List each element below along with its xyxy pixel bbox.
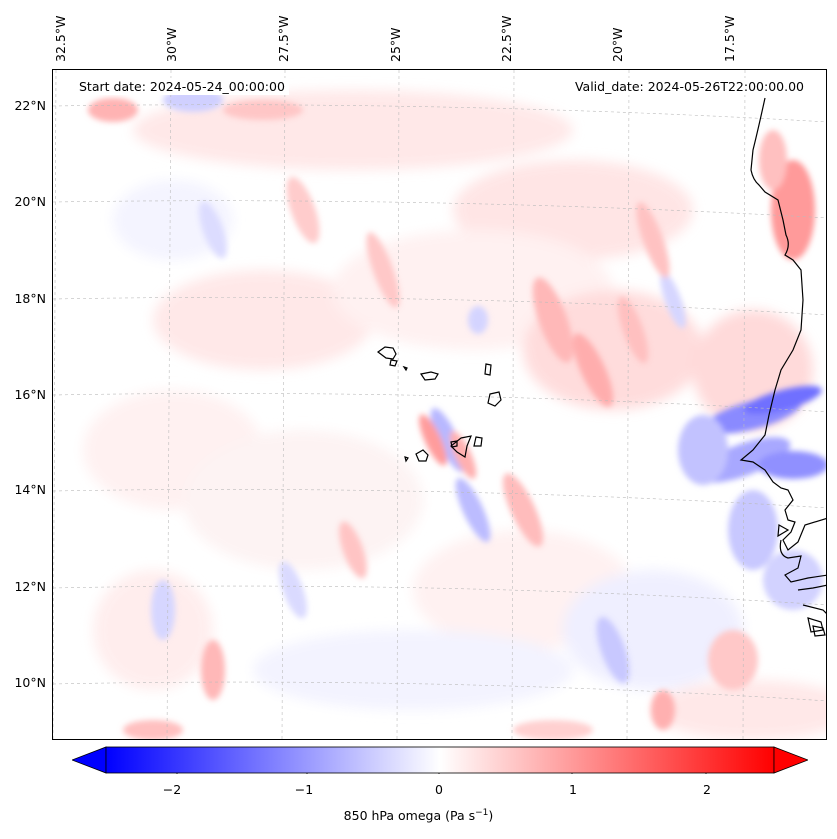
start-date-label: Start date: 2024-05-24_00:00:00 <box>75 78 289 95</box>
colorbar-tick-neg2: −2 <box>162 782 182 797</box>
colorbar-variable: 850 hPa omega <box>343 808 442 824</box>
cape-verde-islands <box>376 346 502 463</box>
colorbar-gradient <box>105 746 775 774</box>
lon-label-17-5w: 17.5°W <box>722 15 737 62</box>
colorbar-extend-high <box>773 746 808 774</box>
colorbar-units-prefix: (Pa s <box>445 808 476 824</box>
lat-label-16n: 16°N <box>14 387 46 402</box>
colorbar-units-exponent: −1 <box>475 808 489 818</box>
omega-field-map <box>53 70 826 739</box>
lon-label-32-5w: 32.5°W <box>53 15 68 62</box>
lon-label-27-5w: 27.5°W <box>276 15 291 62</box>
colorbar-tick-2: 2 <box>703 782 711 797</box>
graticule <box>53 70 826 739</box>
colorbar-tick-0: 0 <box>435 782 443 797</box>
omega-field-background <box>83 90 826 739</box>
lon-label-22-5w: 22.5°W <box>499 15 514 62</box>
lat-label-22n: 22°N <box>14 98 46 113</box>
colorbar-extend-low <box>72 746 107 774</box>
lon-label-20w: 20°W <box>610 27 625 62</box>
colorbar-tick-1: 1 <box>569 782 577 797</box>
lat-label-14n: 14°N <box>14 482 46 497</box>
lon-label-30w: 30°W <box>164 27 179 62</box>
valid-date-label: Valid_date: 2024-05-26T22:00:00.00 <box>570 78 808 95</box>
colorbar-tick-neg1: −1 <box>294 782 314 797</box>
colorbar-units-suffix: ) <box>488 808 494 824</box>
colorbar-label: 850 hPa omega (Pa s−1) <box>0 808 837 823</box>
lat-label-20n: 20°N <box>14 194 46 209</box>
omega-field-features <box>88 88 826 739</box>
map-panel: Start date: 2024-05-24_00:00:00 Valid_da… <box>52 69 827 740</box>
coastline <box>739 97 826 637</box>
lat-label-10n: 10°N <box>14 675 46 690</box>
lon-label-25w: 25°W <box>388 27 403 62</box>
colorbar <box>72 746 808 774</box>
lat-label-12n: 12°N <box>14 579 46 594</box>
lat-label-18n: 18°N <box>14 291 46 306</box>
